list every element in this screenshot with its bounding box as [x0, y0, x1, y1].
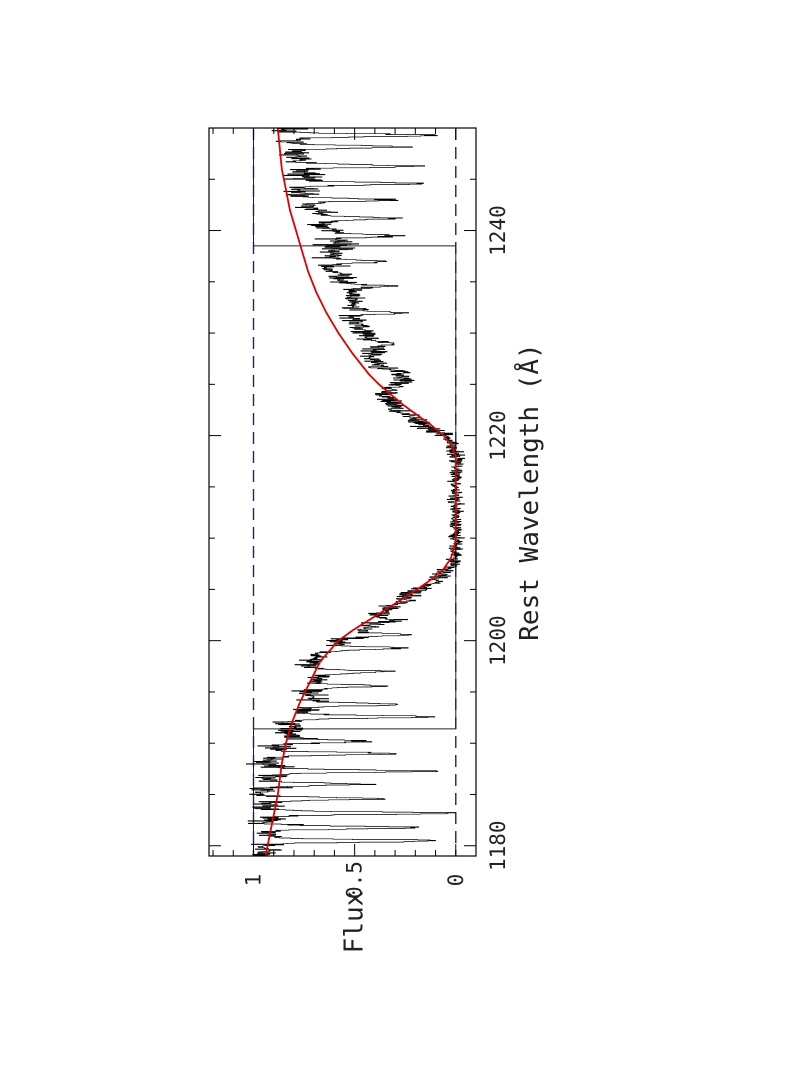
spectrum-path: [245, 128, 466, 857]
model-profile: [264, 127, 457, 857]
plot-frame: [208, 127, 477, 857]
plot-area: [208, 127, 477, 857]
x-axis-title: Rest Wavelength (Å): [513, 343, 545, 640]
model-path: [264, 127, 457, 857]
x-tick-label: 1200: [486, 615, 510, 666]
x-tick-label: 1240: [486, 205, 510, 256]
y-tick-label: 1: [242, 874, 266, 887]
axis-labels: 1180 1200 1220 1240 1 0.5 0: [242, 205, 511, 899]
x-tick-label: 1180: [486, 820, 510, 871]
x-tick-label: 1220: [486, 410, 510, 461]
flux-spectrum: [245, 128, 466, 857]
y-tick-label: 0.5: [343, 861, 367, 899]
axis-ticks: [209, 127, 477, 856]
y-axis-title: Flux: [340, 891, 370, 954]
y-tick-label: 0: [444, 874, 468, 887]
